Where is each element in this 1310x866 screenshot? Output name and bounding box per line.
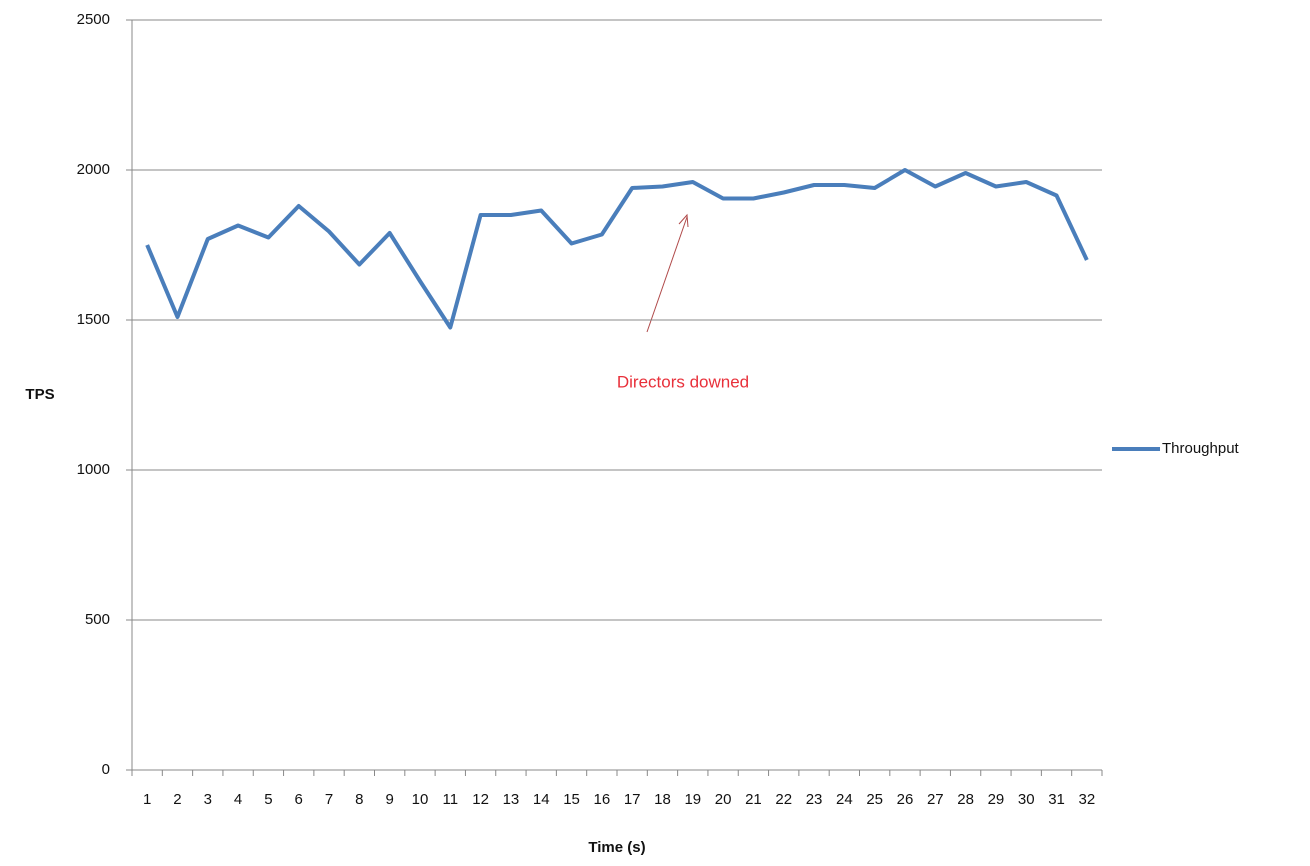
x-tick-label: 17 [624, 791, 641, 808]
y-tick-label: 2000 [77, 161, 110, 178]
y-tick-label: 1000 [77, 461, 110, 478]
x-axis-label: Time (s) [588, 839, 645, 856]
y-tick-label: 1500 [77, 311, 110, 328]
x-tick-label: 14 [533, 791, 550, 808]
x-tick-label: 10 [412, 791, 429, 808]
x-tick-label: 8 [355, 791, 363, 808]
x-tick-label: 6 [295, 791, 303, 808]
x-tick-label: 7 [325, 791, 333, 808]
x-tick-label: 4 [234, 791, 242, 808]
x-tick-label: 25 [866, 791, 883, 808]
x-tick-label: 29 [988, 791, 1005, 808]
x-tick-label: 27 [927, 791, 944, 808]
x-tick-label: 20 [715, 791, 732, 808]
x-tick-label: 9 [385, 791, 393, 808]
x-tick-label: 3 [204, 791, 212, 808]
x-tick-label: 24 [836, 791, 853, 808]
x-tick-label: 19 [684, 791, 701, 808]
x-tick-label: 30 [1018, 791, 1035, 808]
x-tick-label: 11 [442, 791, 458, 808]
x-tick-label: 1 [143, 791, 151, 808]
x-tick-label: 16 [594, 791, 611, 808]
x-tick-label: 5 [264, 791, 272, 808]
x-tick-label: 21 [745, 791, 762, 808]
y-tick-label: 0 [102, 761, 110, 778]
annotation-arrow-head [678, 213, 689, 228]
x-tick-label: 12 [472, 791, 489, 808]
x-tick-label: 13 [503, 791, 520, 808]
x-tick-label: 15 [563, 791, 580, 808]
line-series [145, 168, 1089, 330]
annotation-arrow [646, 216, 688, 333]
x-tick-label: 22 [775, 791, 792, 808]
x-tick-label: 23 [806, 791, 823, 808]
y-tick-label: 2500 [77, 11, 110, 28]
x-tick-label: 18 [654, 791, 671, 808]
legend-label: Throughput [1162, 440, 1240, 457]
x-tick-label: 28 [957, 791, 974, 808]
x-tick-label: 26 [897, 791, 914, 808]
annotation: Directors downed [617, 372, 749, 391]
y-tick-label: 500 [85, 611, 110, 628]
x-tick-label: 31 [1048, 791, 1065, 808]
x-tick-label: 32 [1079, 791, 1096, 808]
x-tick-label: 2 [173, 791, 181, 808]
y-axis-label: TPS [25, 386, 54, 403]
